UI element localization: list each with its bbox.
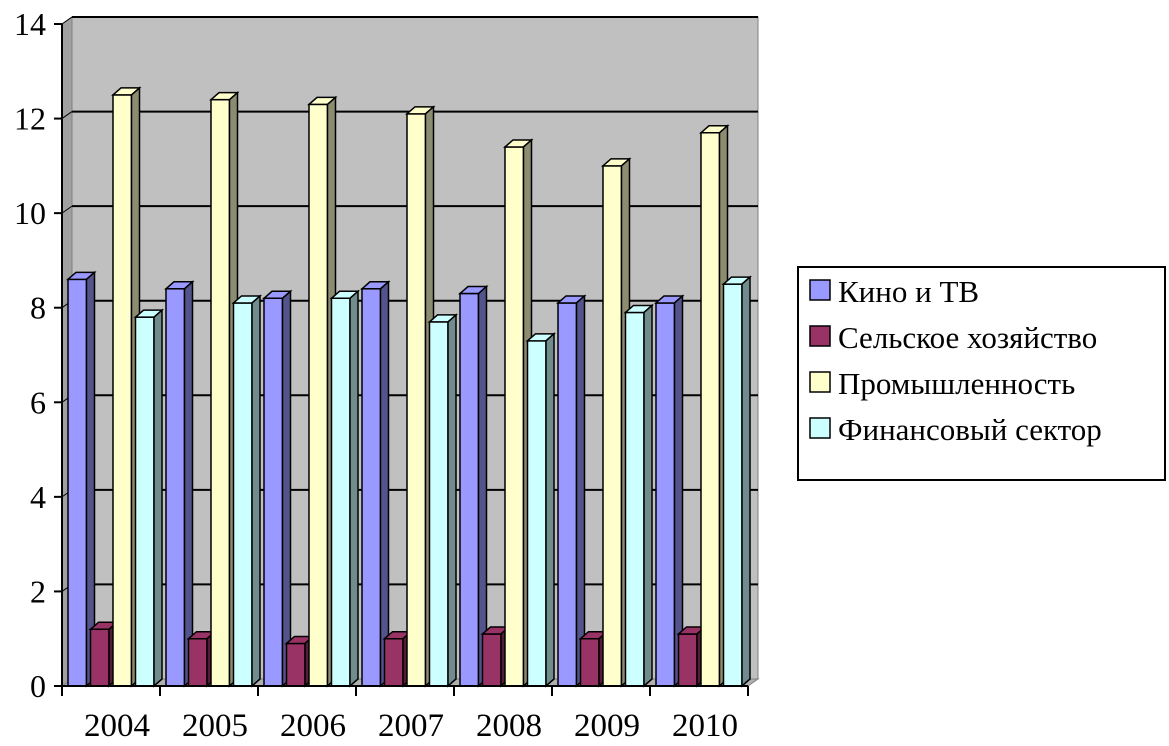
bar-front	[602, 165, 623, 687]
bar-side	[673, 294, 684, 688]
bar-front	[481, 633, 502, 687]
x-tick-label: 2005	[182, 708, 248, 741]
bar-front	[557, 302, 578, 687]
bar-front	[526, 340, 547, 687]
bar-side	[643, 303, 653, 688]
legend-label: Кино и ТВ	[838, 274, 979, 309]
bar-side	[349, 289, 359, 688]
gridline-side	[61, 205, 73, 214]
legend-swatch	[809, 371, 831, 393]
bar-front	[700, 132, 721, 687]
bar-front	[406, 113, 427, 687]
bar-front	[112, 94, 133, 687]
bar-front	[285, 642, 306, 687]
y-tick-label: 14	[14, 6, 46, 42]
bar-front	[459, 292, 480, 687]
bar-front	[383, 637, 404, 687]
legend-label: Промышленность	[838, 366, 1075, 401]
y-tick-label: 4	[30, 479, 46, 515]
bar-front	[722, 283, 743, 687]
bar-front	[187, 637, 208, 687]
bar-front	[210, 98, 231, 687]
bar-front	[232, 302, 253, 687]
bar-front	[361, 288, 382, 687]
y-tick-label: 6	[30, 384, 46, 420]
y-tick-label: 8	[30, 290, 46, 326]
bar-side	[477, 284, 488, 688]
bar-front	[165, 288, 186, 687]
bar-front	[89, 628, 110, 687]
bar-side	[741, 275, 751, 688]
x-tick-label: 2007	[378, 708, 444, 741]
bar-front	[579, 637, 600, 687]
bar-side	[281, 289, 292, 688]
bar-front	[504, 146, 525, 687]
bar-front	[677, 633, 698, 687]
bar-front	[308, 103, 329, 687]
bar-front	[428, 321, 449, 687]
x-tick-label: 2006	[280, 708, 346, 741]
bar-side	[183, 280, 194, 688]
x-tick-label: 2008	[476, 708, 542, 741]
y-tick-label: 0	[30, 668, 46, 704]
legend-swatch	[809, 325, 831, 347]
y-tick-label: 12	[14, 101, 46, 137]
bar-side	[153, 308, 163, 688]
bar-front	[67, 278, 88, 687]
bar-front	[263, 297, 284, 687]
y-tick-label: 10	[14, 195, 46, 231]
bar-front	[624, 311, 645, 687]
legend-box	[797, 266, 1166, 481]
bar-side	[545, 332, 555, 688]
bar-side	[251, 294, 261, 688]
x-tick-label: 2009	[574, 708, 640, 741]
legend-label: Сельское хозяйство	[838, 320, 1097, 355]
bar-front	[134, 316, 155, 687]
x-tick-label: 2010	[672, 708, 738, 741]
legend-swatch	[809, 279, 831, 301]
bar-front	[655, 302, 676, 687]
y-tick-label: 2	[30, 573, 46, 609]
bar-side	[85, 270, 96, 688]
legend-swatch	[809, 417, 831, 439]
x-tick-label: 2004	[84, 708, 150, 741]
bar-front	[330, 297, 351, 687]
bar-side	[575, 294, 586, 688]
bar-side	[447, 313, 457, 688]
legend-label: Финансовый сектор	[838, 412, 1102, 447]
gridline-side	[61, 111, 73, 119]
bar-side	[379, 280, 390, 688]
gridline-side	[61, 16, 73, 25]
